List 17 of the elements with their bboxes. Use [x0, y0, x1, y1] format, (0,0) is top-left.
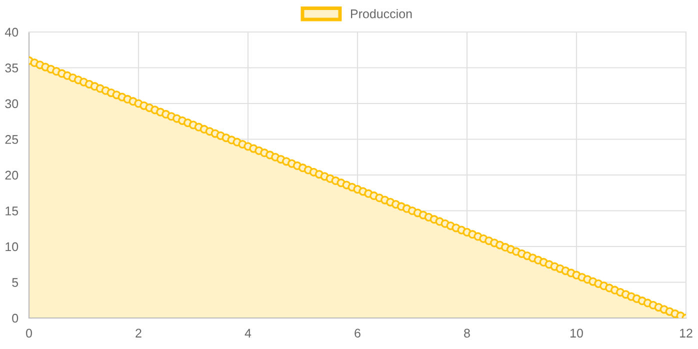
y-tick-label: 25 — [5, 135, 18, 144]
x-tick-label: 0 — [26, 328, 32, 338]
x-tick-label: 8 — [464, 328, 470, 338]
x-tick-label: 6 — [354, 328, 360, 338]
y-tick-label: 15 — [6, 206, 18, 216]
x-tick-label: 2 — [136, 328, 142, 338]
y-tick-label: 5 — [12, 278, 18, 287]
legend-label: Produccion — [351, 9, 412, 18]
y-tick-label: 35 — [5, 64, 18, 72]
y-tick-label: 20 — [5, 170, 18, 180]
y-tick-label: 0 — [12, 314, 18, 323]
y-tick-label: 10 — [6, 242, 18, 252]
y-tick-label: 40 — [4, 28, 18, 37]
x-tick-label: 4 — [244, 328, 252, 338]
x-tick-label: 12 — [680, 328, 692, 338]
y-tick-label: 30 — [5, 99, 18, 108]
x-tick-label: 10 — [570, 328, 583, 338]
